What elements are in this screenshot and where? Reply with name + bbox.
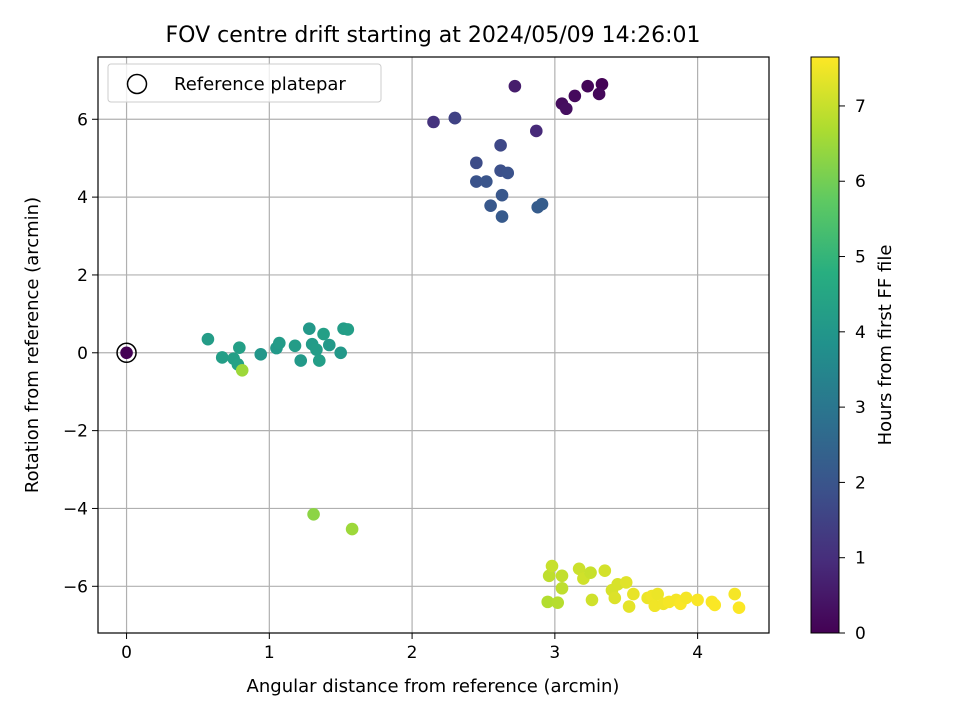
x-tick-label: 3 xyxy=(549,643,560,663)
data-point xyxy=(708,598,722,612)
colorbar-ticks: 0 1 2 3 4 5 6 7 xyxy=(839,97,866,644)
colorbar-label: Hours from first FF file xyxy=(875,245,896,446)
colorbar-tick-label: 6 xyxy=(855,172,866,192)
data-point xyxy=(732,601,746,615)
x-axis-ticks: 0 1 2 3 4 xyxy=(121,633,703,663)
data-point xyxy=(341,323,355,336)
y-tick-label: −6 xyxy=(63,577,88,597)
data-point xyxy=(317,327,330,341)
colorbar-tick-label: 3 xyxy=(855,398,866,418)
data-point xyxy=(235,363,249,377)
data-point xyxy=(302,322,316,335)
data-point xyxy=(598,564,612,578)
data-point xyxy=(495,210,509,223)
data-point xyxy=(501,166,515,180)
data-point xyxy=(480,175,493,188)
data-point xyxy=(555,569,569,583)
data-point xyxy=(679,591,693,605)
legend-box xyxy=(107,63,382,103)
data-point xyxy=(568,89,582,103)
colorbar-tick-label: 2 xyxy=(855,473,866,493)
data-point xyxy=(470,156,483,170)
colorbar-tick-label: 1 xyxy=(855,549,866,569)
legend-label: Reference platepar xyxy=(174,74,346,95)
y-tick-label: −2 xyxy=(63,422,88,442)
data-point xyxy=(555,581,569,595)
data-point xyxy=(310,343,323,356)
data-point xyxy=(572,562,586,576)
reference-marker-layer xyxy=(116,342,137,364)
data-point xyxy=(322,338,336,352)
x-tick-label: 2 xyxy=(407,643,418,663)
data-point xyxy=(592,87,606,101)
plot-frame xyxy=(97,56,770,634)
data-point xyxy=(508,79,522,93)
y-tick-label: 0 xyxy=(77,344,88,364)
data-point xyxy=(627,587,640,601)
data-point xyxy=(559,102,573,116)
x-tick-label: 0 xyxy=(121,643,132,663)
data-point xyxy=(622,600,636,613)
y-tick-label: 4 xyxy=(77,188,88,208)
data-point xyxy=(535,197,549,211)
data-point xyxy=(345,522,359,536)
data-point xyxy=(619,576,633,589)
y-axis-ticks: −6 −4 −2 0 2 4 6 xyxy=(63,110,98,597)
reference-platepar-marker xyxy=(116,342,137,364)
data-point xyxy=(273,336,286,350)
legend-marker-open-circle xyxy=(126,73,148,95)
data-point xyxy=(312,354,326,367)
data-point xyxy=(541,595,555,609)
colorbar: 0 1 2 3 4 5 6 7 Hours from first FF file xyxy=(810,56,896,644)
data-point xyxy=(427,115,440,129)
x-tick-label: 1 xyxy=(264,643,275,663)
data-point xyxy=(294,354,308,367)
data-point xyxy=(495,188,509,202)
data-point xyxy=(334,346,348,360)
colorbar-tick-label: 4 xyxy=(855,323,866,343)
data-point xyxy=(484,199,497,212)
x-tick-label: 4 xyxy=(692,643,703,663)
data-point xyxy=(585,593,599,607)
colorbar-tick-label: 7 xyxy=(855,97,866,117)
data-point xyxy=(470,175,483,188)
data-point xyxy=(595,77,609,91)
data-point xyxy=(608,591,622,605)
colorbar-tick-label: 5 xyxy=(855,248,866,268)
data-point xyxy=(494,139,507,152)
grid-lines xyxy=(98,57,769,633)
data-point xyxy=(545,559,559,573)
data-point xyxy=(542,569,556,583)
y-tick-label: −4 xyxy=(63,499,88,519)
data-point xyxy=(728,587,742,601)
y-tick-label: 6 xyxy=(77,110,88,130)
data-point xyxy=(201,332,215,346)
data-point xyxy=(691,593,704,607)
data-point xyxy=(307,507,320,521)
colorbar-tick-label: 0 xyxy=(855,624,866,644)
x-axis-label: Angular distance from reference (arcmin) xyxy=(247,676,620,697)
colorbar-gradient xyxy=(810,56,840,634)
data-point xyxy=(584,566,597,579)
data-point xyxy=(651,587,664,601)
data-point xyxy=(254,348,268,361)
data-point xyxy=(215,351,229,364)
data-point xyxy=(551,596,565,609)
data-point xyxy=(581,79,594,93)
chart-title: FOV centre drift starting at 2024/05/09 … xyxy=(166,23,701,48)
data-point xyxy=(233,341,246,355)
data-point xyxy=(448,111,462,125)
data-points xyxy=(120,77,746,615)
legend: Reference platepar xyxy=(107,63,382,103)
data-point xyxy=(529,124,543,138)
data-point xyxy=(288,339,302,353)
y-tick-label: 2 xyxy=(77,266,88,286)
y-axis-label: Rotation from reference (arcmin) xyxy=(22,197,43,493)
data-point xyxy=(120,346,133,360)
